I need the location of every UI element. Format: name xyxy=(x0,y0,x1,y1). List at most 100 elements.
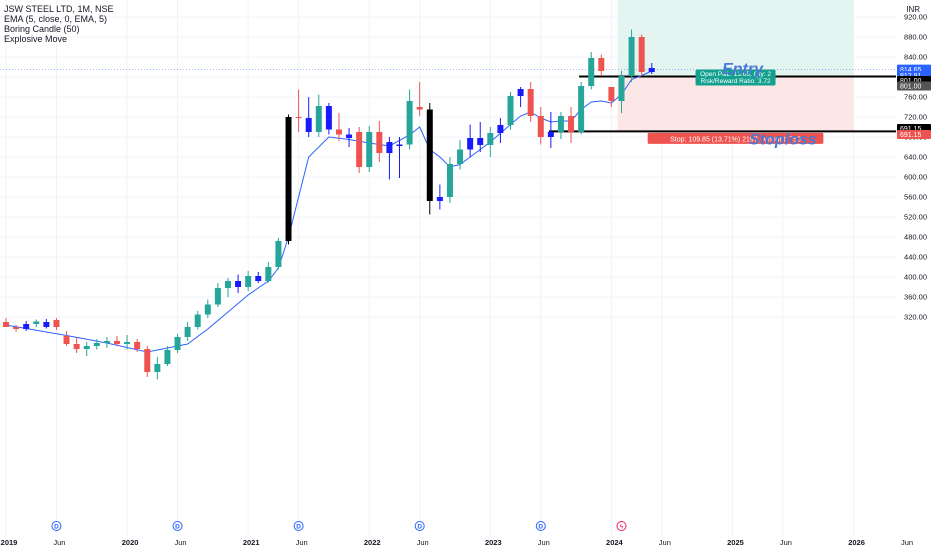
indicator-ema[interactable]: EMA (5, close, 0, EMA, 5) xyxy=(4,14,108,24)
event-glyph: D xyxy=(296,524,301,531)
candle-body xyxy=(275,241,282,267)
time-tick-label: 2020 xyxy=(122,538,139,547)
rr-label: Risk/Reward Ratio: 3.72 xyxy=(700,78,770,85)
candle-body xyxy=(638,37,645,72)
candle-body xyxy=(93,343,100,346)
candle xyxy=(628,29,635,82)
price-tick-label: 360.00 xyxy=(904,293,927,302)
candle xyxy=(103,337,110,348)
candle-body xyxy=(73,344,80,349)
currency-label: INR xyxy=(906,5,920,14)
candle xyxy=(174,334,181,353)
pnl-box-bg xyxy=(695,69,776,86)
time-tick-label: 2024 xyxy=(606,538,624,547)
dividend-icon xyxy=(535,521,546,531)
candle-body xyxy=(164,350,171,364)
candle-body xyxy=(113,341,120,344)
price-badge-value: 691.15 xyxy=(900,132,922,139)
time-tick-label: 2026 xyxy=(848,538,865,547)
candle xyxy=(618,71,625,113)
time-tick-label: Jun xyxy=(296,538,308,547)
candle xyxy=(124,335,131,350)
time-tick-label: 2019 xyxy=(1,538,18,547)
candle xyxy=(477,122,484,152)
candle-body xyxy=(467,138,474,150)
candle xyxy=(386,137,393,180)
candle xyxy=(638,34,645,76)
candle xyxy=(83,342,90,356)
candle xyxy=(164,346,171,366)
candle-body xyxy=(315,106,322,132)
candle-body xyxy=(557,116,564,132)
indicator-explosive-move[interactable]: Explosive Move xyxy=(4,34,68,44)
candle-body xyxy=(618,76,625,101)
stop-info-label-bg xyxy=(647,132,824,144)
candle-body xyxy=(53,320,60,327)
candle-body xyxy=(578,86,585,132)
candle-body xyxy=(568,116,575,132)
dividend-icon xyxy=(414,521,425,531)
candle-body xyxy=(224,281,231,288)
ema-line xyxy=(5,70,652,353)
candle-body xyxy=(406,101,413,145)
candle-body xyxy=(325,106,332,130)
event-glyph: D xyxy=(175,524,180,531)
symbol-title[interactable]: JSW STEEL LTD, 1M, NSE xyxy=(4,4,114,14)
annotation-entry: Entry xyxy=(722,61,764,78)
candle xyxy=(43,319,50,329)
price-tick-label: 320.00 xyxy=(904,313,927,322)
dividend-icon xyxy=(51,521,62,531)
candle-body xyxy=(174,337,181,350)
time-tick-label: 2023 xyxy=(485,538,502,547)
candle xyxy=(53,318,60,330)
candle-body xyxy=(134,342,141,349)
candle-body xyxy=(426,109,433,201)
target-zone xyxy=(617,0,854,77)
earnings-icon xyxy=(616,521,627,531)
candles xyxy=(3,29,655,380)
price-tick-label: 600.00 xyxy=(904,173,927,182)
candle-body xyxy=(477,138,484,145)
price-badge xyxy=(897,130,931,139)
candle xyxy=(376,121,383,162)
candle xyxy=(3,318,9,327)
price-tick-label: 560.00 xyxy=(904,193,927,202)
indicator-boring-candle[interactable]: Boring Candle (50) xyxy=(4,24,80,34)
price-tick-label: 400.00 xyxy=(904,273,927,282)
candle xyxy=(285,114,292,245)
candle xyxy=(507,92,514,130)
price-badge-value: 691.15 xyxy=(900,126,922,133)
candle xyxy=(194,311,201,330)
price-tick-label: 440.00 xyxy=(904,253,927,262)
candle xyxy=(93,339,100,350)
stop-info-label: Stop: 109.85 (13.71%) 2197, Amount: 750 xyxy=(647,132,824,144)
candle xyxy=(23,321,30,331)
candle xyxy=(214,283,221,307)
candle-body xyxy=(648,68,655,72)
time-tick-label: Jun xyxy=(174,538,186,547)
candle xyxy=(134,339,141,352)
candle-body xyxy=(588,58,595,86)
candle xyxy=(416,82,423,116)
candle xyxy=(154,357,161,380)
candle-body xyxy=(13,327,20,329)
candle xyxy=(547,112,554,148)
candle xyxy=(487,127,494,157)
time-tick-label: Jun xyxy=(780,538,792,547)
candle xyxy=(33,319,40,327)
candle xyxy=(396,137,403,178)
position-zones xyxy=(617,0,854,132)
candle-body xyxy=(608,87,615,101)
price-tick-label: 720.00 xyxy=(904,113,927,122)
candle-body xyxy=(537,116,544,137)
price-axis: 320.00 360.00 400.00 440.00 480.00 520.00 560.… xyxy=(896,0,932,550)
candle-body xyxy=(517,89,524,96)
candle xyxy=(608,87,615,107)
time-tick-label: Jun xyxy=(417,538,429,547)
candle xyxy=(356,127,363,173)
stop-info-label-text: Stop: 109.85 (13.71%) 2197, Amount: 750 xyxy=(670,136,801,143)
candle xyxy=(406,89,413,150)
candle-body xyxy=(507,96,514,125)
